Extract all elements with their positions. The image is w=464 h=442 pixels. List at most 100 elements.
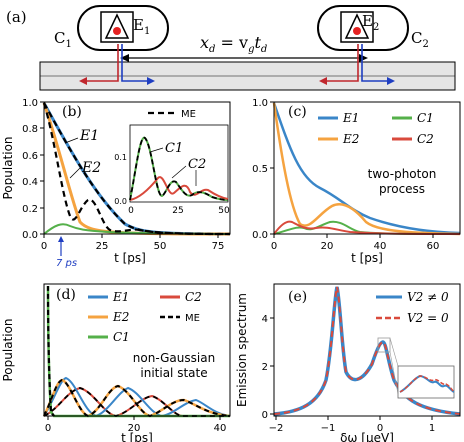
panel-c-tag: (c) [288,104,307,120]
panel-a: (a) E1 C1 E2 C2 xd = vgtd [6,5,456,91]
panel-c-legend: E1 C1 E2 C2 [318,111,434,146]
panel-b: (b) 0.0 0.2 0.4 0.6 0.8 1.0 0 25 50 75 [1,98,231,269]
panel-e-yticks: 0 2 4 [262,314,274,421]
panel-b-legend: ME [148,109,196,120]
panel-b-annot-E1-arrow [64,137,79,144]
panel-b-inset-xtick-0: 0 [128,206,134,216]
panel-b-ytick-2: 0.4 [22,177,38,188]
panel-c-xtick-1: 20 [321,241,334,252]
panel-d-frame [43,283,231,417]
panel-b-inset-frame [129,124,229,203]
curve-b-green [43,223,231,235]
panel-d-xtick-2: 40 [214,423,227,434]
panel-b-7ps-label: 7 ps [56,258,77,269]
panel-c-xtick-0: 0 [271,241,277,252]
panel-b-annot-E1: E1 [79,128,99,144]
panel-b-ylabel: Population [1,136,15,199]
panel-e-ytick-0: 0 [262,410,268,421]
panel-e-legend-V2neq0: V2 ≠ 0 [407,290,449,304]
panel-b-inset: 0.0 0.1 0 25 50 C1 C2 [114,124,230,216]
distance-arrow-left-head [120,54,129,62]
panel-b-annot-E2-arrow [69,167,81,179]
panel-b-tag: (b) [62,104,82,120]
emission-left-arrow-1 [84,44,119,82]
panel-e-legend-V2eq0: V2 = 0 [407,311,449,325]
panel-b-xlabel: t [ps] [114,251,146,265]
panel-e-zoom-line-2 [389,351,399,395]
panel-d-tag: (d) [56,287,76,303]
panel-e-curves [273,286,461,416]
panel-d: (d) 0 20 40 t [ps] Population E1 C2 E2 M… [1,283,231,442]
curve-d-ME-b [43,378,231,418]
panel-d-legend: E1 C2 E2 ME C1 [88,290,202,344]
panel-e-legend: V2 ≠ 0 V2 = 0 [376,290,449,325]
panel-a-tag: (a) [6,8,27,26]
panel-b-ytick-4: 0.8 [22,124,38,135]
panel-b-ytick-3: 0.6 [22,151,38,162]
curve-b-ME-2 [42,102,231,236]
panel-d-xtick-0: 0 [45,423,51,434]
panel-e-xtick-1: −1 [321,423,336,434]
emission-left-arrow-1-head [79,77,87,85]
panel-c-xtick-2: 40 [374,241,387,252]
panel-b-xtick-3: 75 [212,241,225,252]
panel-e: (e) 0 2 4 −2 −1 0 1 δω [μeV] Emission sp… [235,283,461,442]
panel-b-curves [42,102,231,236]
panel-b-yticks: 0.0 0.2 0.4 0.6 0.8 1.0 [22,98,44,241]
inset-annot-C2: C2 [188,157,206,172]
inset-annot-C1-arrow [149,147,164,153]
inset-C2-red [129,176,229,201]
panel-b-ytick-5: 1.0 [22,98,38,109]
panel-c-xtick-3: 60 [427,241,440,252]
panel-b-xtick-0: 0 [41,241,47,252]
emission-right-arrow-1 [121,44,150,82]
panel-e-inset [397,365,455,399]
emitter-1-label: E1 [133,16,150,37]
panel-c-ytick-1: 0.5 [252,164,268,175]
panel-e-tag: (e) [288,289,307,305]
panel-e-xlabel: δω [μeV] [340,431,394,442]
emission-left-arrow-2 [324,44,359,82]
panel-d-xtick-1: 20 [128,423,141,434]
panel-b-annot-E2: E2 [81,160,101,176]
panel-c-legend-C1: C1 [417,111,434,125]
distance-formula: xd = vgtd [200,33,267,55]
panel-e-inset-red [399,375,455,393]
panel-d-xlabel: t [ps] [121,431,153,442]
panel-e-xtick-0: −2 [269,423,284,434]
panel-d-ylabel: Population [1,318,15,381]
panel-c-legend-C2: C2 [417,132,434,146]
curve-c-E1-blue [272,102,461,235]
emitter-2-label: E2 [362,12,379,33]
panel-e-ytick-2: 4 [262,314,268,325]
panel-b-7ps-arrow-head [58,236,64,242]
emission-right-arrow-1-head [147,77,155,85]
emission-right-arrow-2 [361,44,390,82]
panel-b-ytick-1: 0.2 [22,204,38,215]
panel-c-legend-E2: E2 [342,132,359,146]
panel-e-xtick-2: 0 [377,423,383,434]
curve-d-ME-a [46,285,55,417]
panel-d-legend-C2: C2 [185,290,202,304]
panel-e-frame [273,283,461,417]
panel-b-inset-xtick-2: 50 [218,206,230,216]
panel-b-ytick-0: 0.0 [22,230,38,241]
emitter-1-triangle [104,13,130,39]
cavity-1-label: C1 [54,29,72,50]
inset-ME [129,137,229,201]
curve-d-E1-blue [43,376,231,418]
curve-d-ME-c [43,387,230,417]
inset-annot-C2-arrow-1 [171,165,187,179]
panel-d-legend-E2: E2 [112,310,129,324]
inset-annot-C1: C1 [165,141,183,156]
panel-b-legend-ME: ME [181,109,196,120]
panel-e-zoom-line-1 [389,337,399,367]
panel-e-ylabel: Emission spectrum [235,293,249,407]
panel-c-xlabel: t [ps] [351,251,383,265]
panel-d-xticks: 0 20 40 [45,416,227,434]
panel-d-annotation-line1: non-Gaussian [133,351,215,365]
panel-b-xtick-2: 50 [154,241,167,252]
panel-c-ytick-0: 0.0 [252,230,268,241]
panel-c-yticks: 0.0 0.5 1.0 [252,98,274,241]
